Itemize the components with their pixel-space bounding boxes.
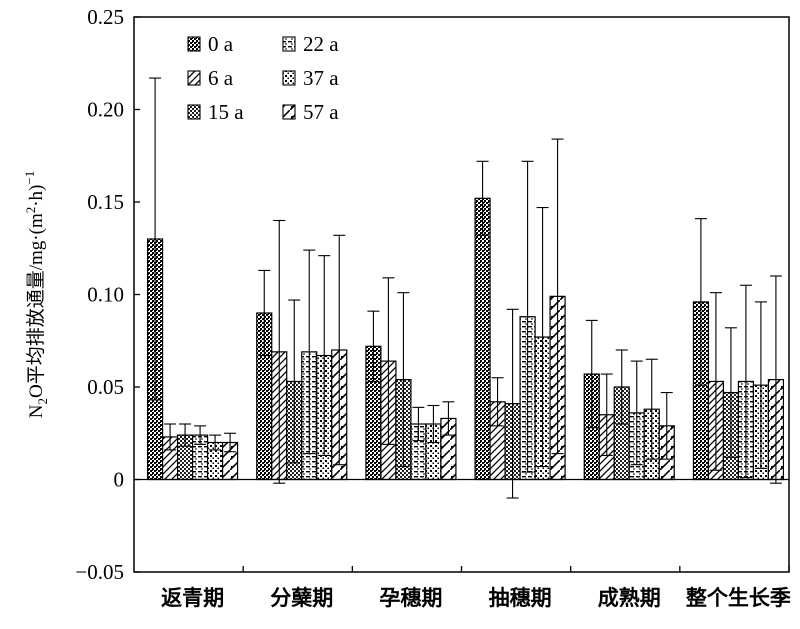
y-tick-label: 0.10 bbox=[87, 283, 124, 307]
y-axis-label: N2O平均排放通量/mg·(m2·h)−1 bbox=[22, 171, 50, 418]
y-axis-label-part: N bbox=[26, 404, 47, 418]
x-tick-label: 成熟期 bbox=[598, 586, 661, 610]
y-tick-label: 0 bbox=[114, 468, 125, 492]
plot-area bbox=[146, 77, 785, 499]
y-tick-label: 0.20 bbox=[87, 98, 124, 122]
legend-label: 22 a bbox=[303, 32, 339, 56]
legend-swatch bbox=[187, 70, 201, 86]
legend-swatch bbox=[187, 104, 201, 120]
legend-swatch bbox=[187, 36, 201, 52]
x-tick-label: 整个生长季 bbox=[686, 586, 791, 610]
legend-swatch bbox=[282, 70, 296, 86]
legend-swatch bbox=[282, 104, 296, 120]
legend-swatch bbox=[282, 36, 296, 52]
legend-label: 15 a bbox=[208, 100, 244, 124]
legend-label: 57 a bbox=[303, 100, 339, 124]
y-axis-label-part: O平均排放通量/mg·(m bbox=[25, 213, 47, 398]
legend-label: 0 a bbox=[208, 32, 234, 56]
y-axis-label-part: 2 bbox=[23, 207, 38, 214]
bar bbox=[474, 197, 491, 481]
y-tick-label: 0.05 bbox=[87, 375, 124, 399]
legend: 0 a 6 a 15 a 22 a 37 a 57 a bbox=[187, 32, 339, 124]
y-axis-label-part: 2 bbox=[35, 398, 50, 405]
y-tick-label: −0.05 bbox=[75, 560, 124, 584]
x-tick-label: 返青期 bbox=[161, 586, 224, 610]
y-tick-label: 0.15 bbox=[87, 190, 124, 214]
x-tick-label: 孕穗期 bbox=[379, 586, 442, 610]
x-tick-label: 抽穗期 bbox=[489, 586, 552, 610]
y-axis-label-part: −1 bbox=[22, 171, 37, 185]
y-tick-label: 0.25 bbox=[87, 5, 124, 29]
legend-label: 6 a bbox=[208, 66, 234, 90]
x-tick-label: 分蘖期 bbox=[270, 586, 333, 610]
legend-label: 37 a bbox=[303, 66, 339, 90]
y-axis-label-part: ·h) bbox=[26, 185, 47, 207]
axes: −0.0500.050.100.150.200.25N2O平均排放通量/mg·(… bbox=[22, 5, 791, 610]
